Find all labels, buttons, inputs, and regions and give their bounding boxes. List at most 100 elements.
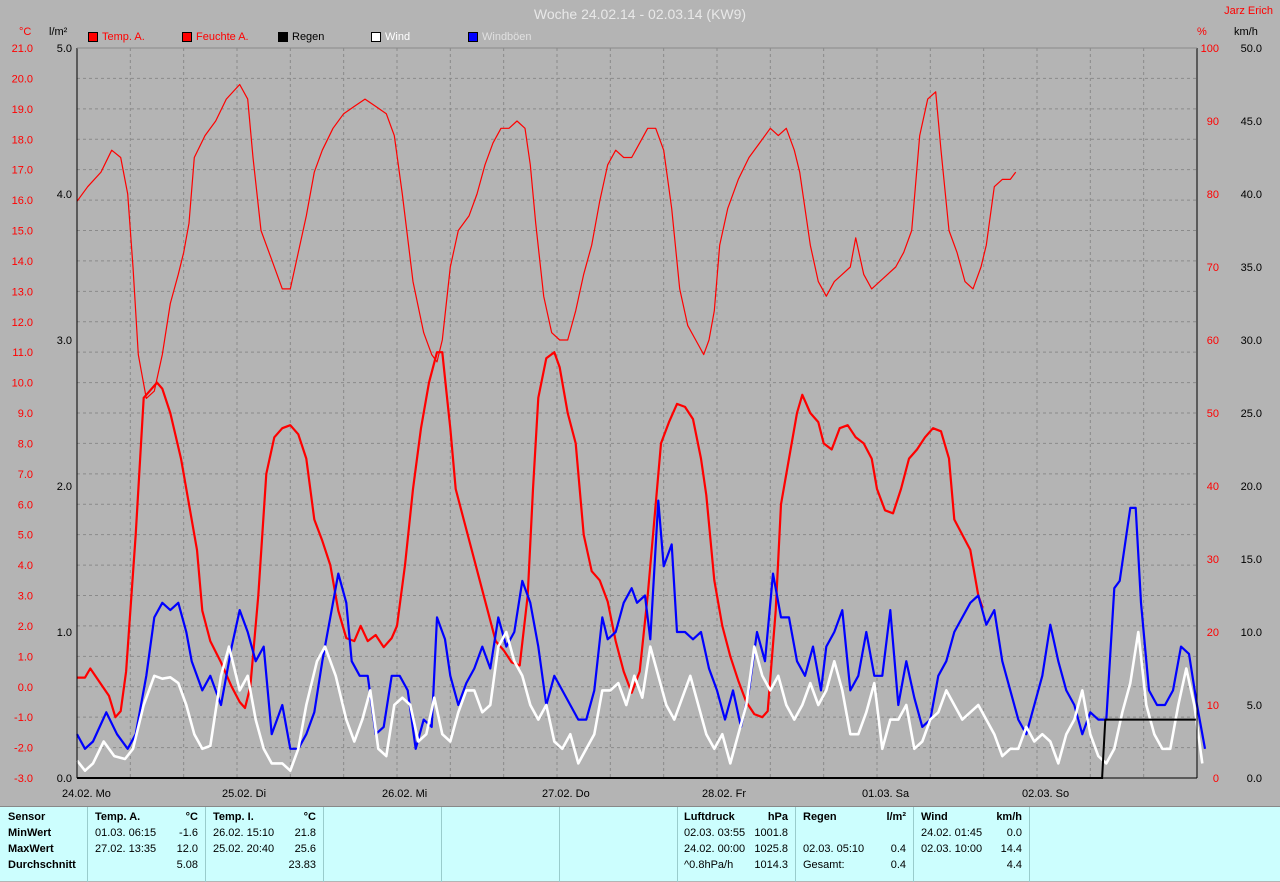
temp-tick-label: -3.0 <box>14 773 33 785</box>
legend-swatch <box>371 32 381 42</box>
rain-tick-label: 2.0 <box>57 481 72 493</box>
stats-col-pressure: Luftdruck hPa 02.03. 03:55 1001.8 24.02.… <box>678 807 796 882</box>
legend-item: Windböen <box>468 31 532 43</box>
pressure-unit: hPa <box>767 811 788 823</box>
temp-i-avg-value: 23.83 <box>288 859 316 871</box>
legend-item: Temp. A. <box>88 31 145 43</box>
wind-unit-label: km/h <box>1234 26 1258 38</box>
day-label: 02.03. So <box>1022 788 1069 800</box>
series-group <box>75 83 1207 779</box>
stats-col-temp-i: Temp. I. °C 26.02. 15:10 21.8 25.02. 20:… <box>206 807 324 882</box>
legend-swatch <box>88 32 98 42</box>
author-label: Jarz Erich <box>1224 5 1273 17</box>
temp-tick-label: -1.0 <box>14 712 33 724</box>
day-label: 26.02. Mi <box>382 788 427 800</box>
temp-i-header: Temp. I. <box>213 811 254 823</box>
pressure-min-time: 02.03. 03:55 <box>684 827 746 839</box>
legend-item: Regen <box>278 31 324 43</box>
wind-tick-label: 35.0 <box>1241 262 1262 274</box>
legend-label: Regen <box>292 31 325 43</box>
wind-tick-label: 40.0 <box>1241 189 1262 201</box>
series-line-wind <box>75 630 1204 773</box>
temp-i-max-value: 25.6 <box>294 843 316 855</box>
temp-a-unit: °C <box>185 811 198 823</box>
rain-tick-label: 5.0 <box>57 43 72 55</box>
humidity-tick-label: 70 <box>1207 262 1219 274</box>
stats-col-sensor: Sensor MinWert MaxWert Durchschnitt <box>0 807 88 882</box>
day-label: 25.02. Di <box>222 788 266 800</box>
humidity-tick-label: 20 <box>1207 627 1219 639</box>
temp-tick-label: 20.0 <box>12 73 33 85</box>
temp-tick-label: -2.0 <box>14 743 33 755</box>
wind-tick-label: 20.0 <box>1241 481 1262 493</box>
rain-max-time: 02.03. 05:10 <box>803 843 865 855</box>
row-label-avg: Durchschnitt <box>8 859 76 871</box>
humidity-tick-label: 90 <box>1207 116 1219 128</box>
temp-a-avg-value: 5.08 <box>176 859 198 871</box>
stats-col-wind: Wind km/h 24.02. 01:45 0.0 02.03. 10:00 … <box>914 807 1030 882</box>
temp-tick-label: 10.0 <box>12 378 33 390</box>
humidity-tick-label: 30 <box>1207 554 1219 566</box>
legend-label: Windböen <box>482 31 532 43</box>
legend-label: Temp. A. <box>102 31 145 43</box>
humidity-unit-label: % <box>1197 26 1207 38</box>
wind-max-value: 14.4 <box>1000 843 1022 855</box>
temp-i-min-value: 21.8 <box>294 827 316 839</box>
temp-a-header: Temp. A. <box>95 811 141 823</box>
wind-min-value: 0.0 <box>1006 827 1022 839</box>
temp-tick-label: 12.0 <box>12 317 33 329</box>
wind-tick-label: 30.0 <box>1241 335 1262 347</box>
pressure-max-value: 1025.8 <box>754 843 788 855</box>
humidity-tick-label: 100 <box>1201 43 1219 55</box>
row-label-max: MaxWert <box>8 843 54 855</box>
wind-unit: km/h <box>996 811 1022 823</box>
series-line-temp-a <box>77 351 984 719</box>
day-label: 01.03. Sa <box>862 788 910 800</box>
temp-tick-label: 0.0 <box>18 682 33 694</box>
temp-tick-label: 4.0 <box>18 560 33 572</box>
wind-tick-label: 25.0 <box>1241 408 1262 420</box>
rain-tick-label: 1.0 <box>57 627 72 639</box>
temp-tick-label: 14.0 <box>12 256 33 268</box>
rain-tick-label: 0.0 <box>57 773 72 785</box>
chart-title: Woche 24.02.14 - 02.03.14 (KW9) <box>533 6 747 22</box>
rain-total-label: Gesamt: <box>803 859 845 871</box>
temp-i-unit: °C <box>303 811 316 823</box>
temp-tick-label: 5.0 <box>18 530 33 542</box>
day-label: 24.02. Mo <box>62 788 111 800</box>
temp-tick-label: 18.0 <box>12 134 33 146</box>
temp-tick-label: 1.0 <box>18 651 33 663</box>
humidity-tick-label: 50 <box>1207 408 1219 420</box>
pressure-min-value: 1001.8 <box>754 827 788 839</box>
stats-col-temp-a: Temp. A. °C 01.03. 06:15 -1.6 27.02. 13:… <box>88 807 206 882</box>
temp-a-max-value: 12.0 <box>176 843 198 855</box>
legend-item: Feuchte A. <box>182 31 249 43</box>
legend-item: Wind <box>371 31 410 43</box>
rain-header: Regen <box>803 811 837 823</box>
temp-tick-label: 3.0 <box>18 591 33 603</box>
temp-tick-label: 7.0 <box>18 469 33 481</box>
humidity-tick-label: 60 <box>1207 335 1219 347</box>
stats-col-rain: Regen l/m² 02.03. 05:10 0.4 Gesamt: 0.4 <box>796 807 914 882</box>
temp-tick-label: 15.0 <box>12 226 33 238</box>
humidity-tick-label: 10 <box>1207 700 1219 712</box>
wind-tick-label: 0.0 <box>1247 773 1262 785</box>
legend-swatch <box>182 32 192 42</box>
rain-tick-label: 4.0 <box>57 189 72 201</box>
temp-tick-label: 11.0 <box>12 347 33 359</box>
row-label-min: MinWert <box>8 827 52 839</box>
wind-max-time: 02.03. 10:00 <box>921 843 983 855</box>
wind-header: Wind <box>921 811 948 823</box>
temp-tick-label: 8.0 <box>18 438 33 450</box>
rain-unit: l/m² <box>886 811 906 823</box>
rain-tick-label: 3.0 <box>57 335 72 347</box>
temp-a-min-value: -1.6 <box>179 827 198 839</box>
statistics-panel: Sensor MinWert MaxWert Durchschnitt Temp… <box>0 806 1280 882</box>
wind-avg-value: 4.4 <box>1006 859 1022 871</box>
wind-tick-label: 15.0 <box>1241 554 1262 566</box>
chart-svg: 21.0 20.0 19.0 18.0 17.0 16.0 15.0 14.0 13.0 12.0… <box>12 43 1262 800</box>
stats-col-empty-1 <box>324 807 442 882</box>
temp-tick-label: 17.0 <box>12 165 33 177</box>
temp-tick-label: 2.0 <box>18 621 33 633</box>
pressure-avg-value: 1014.3 <box>754 859 788 871</box>
